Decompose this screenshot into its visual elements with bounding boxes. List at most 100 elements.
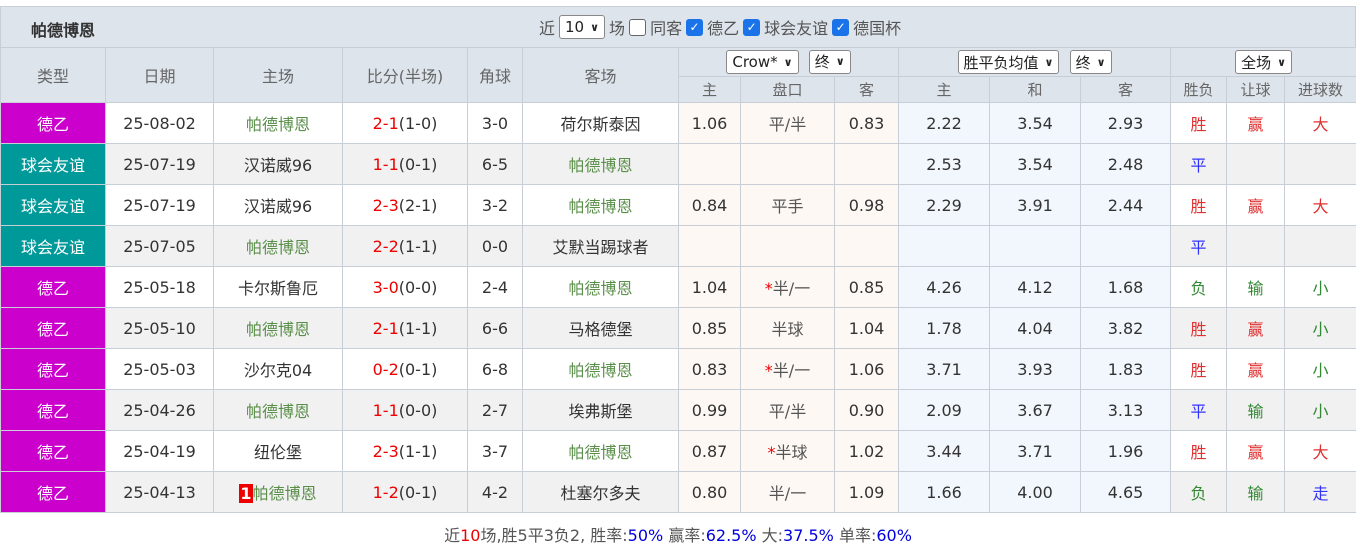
euro-away-odds: 1.68 <box>1080 266 1172 308</box>
col-corner: 角球 <box>467 47 523 103</box>
away-team[interactable]: 帕德博恩 <box>522 143 679 185</box>
league-badge[interactable]: 德乙 <box>0 471 106 513</box>
match-count-value: 10 <box>565 18 585 36</box>
league-badge[interactable]: 球会友谊 <box>0 225 106 267</box>
asian-away-odds: 1.09 <box>833 471 900 513</box>
score[interactable]: 3-0(0-0) <box>342 266 468 308</box>
handicap-result: 赢 <box>1226 430 1286 472</box>
euro-home-odds: 1.78 <box>898 307 991 349</box>
home-team[interactable]: 纽伦堡 <box>213 430 343 472</box>
home-team[interactable]: 帕德博恩 <box>213 389 343 431</box>
euro-home-odds: 1.66 <box>898 471 991 513</box>
home-team[interactable]: 卡尔斯鲁厄 <box>213 266 343 308</box>
home-team[interactable]: 汉诺威96 <box>213 143 343 185</box>
league-checkbox-friendly[interactable]: ✓ <box>743 18 761 36</box>
table-row: 球会友谊 25-07-19 汉诺威96 1-1(0-1) 6-5 帕德博恩 2.… <box>0 143 1356 185</box>
score[interactable]: 1-1(0-1) <box>342 143 468 185</box>
euro-home-odds: 2.22 <box>898 102 991 144</box>
asian-home-odds: 0.85 <box>678 307 741 349</box>
score[interactable]: 0-2(0-1) <box>342 348 468 390</box>
away-team[interactable]: 帕德博恩 <box>522 184 679 226</box>
goals-result: 大 <box>1284 430 1356 472</box>
home-team[interactable]: 帕德博恩 <box>213 225 343 267</box>
euro-away-odds <box>1080 225 1172 267</box>
league-checkbox-de2[interactable]: ✓ <box>686 18 704 36</box>
league-badge[interactable]: 球会友谊 <box>0 184 106 226</box>
handicap-line: 平/半 <box>740 389 835 431</box>
away-team[interactable]: 艾默当踢球者 <box>522 225 679 267</box>
same-away-checkbox[interactable] <box>629 18 647 36</box>
league-badge[interactable]: 德乙 <box>0 307 106 349</box>
score[interactable]: 2-3(1-1) <box>342 430 468 472</box>
handicap-line: *半/一 <box>740 348 835 390</box>
away-team[interactable]: 帕德博恩 <box>522 348 679 390</box>
score[interactable]: 1-1(0-0) <box>342 389 468 431</box>
goals-result: 小 <box>1284 266 1356 308</box>
score[interactable]: 2-1(1-0) <box>342 102 468 144</box>
scope-select[interactable]: 全场 ∨ <box>1235 50 1293 74</box>
score[interactable]: 2-1(1-1) <box>342 307 468 349</box>
asian-away-odds: 1.02 <box>833 430 900 472</box>
handicap-line: 平手 <box>740 184 835 226</box>
league-badge[interactable]: 德乙 <box>0 348 106 390</box>
table-row: 德乙 25-05-18 卡尔斯鲁厄 3-0(0-0) 2-4 帕德博恩 1.04… <box>0 266 1356 308</box>
euro-away-odds: 2.93 <box>1080 102 1172 144</box>
away-team[interactable]: 荷尔斯泰因 <box>522 102 679 144</box>
home-team[interactable]: 1帕德博恩 <box>213 471 343 513</box>
result: 胜 <box>1170 307 1228 349</box>
league-badge[interactable]: 德乙 <box>0 266 106 308</box>
match-count-select[interactable]: 10 ∨ <box>559 15 606 39</box>
subcol: 客 <box>1080 76 1172 103</box>
euro-stage-select[interactable]: 终 ∨ <box>1069 50 1112 74</box>
asian-home-odds: 0.83 <box>678 348 741 390</box>
league-badge[interactable]: 德乙 <box>0 430 106 472</box>
handicap-result: 赢 <box>1226 307 1286 349</box>
away-team[interactable]: 帕德博恩 <box>522 430 679 472</box>
away-team[interactable]: 埃弗斯堡 <box>522 389 679 431</box>
corners: 6-5 <box>467 143 523 185</box>
col-away: 客场 <box>522 47 679 103</box>
result: 胜 <box>1170 348 1228 390</box>
goals-result: 大 <box>1284 102 1356 144</box>
euro-draw-odds <box>989 225 1082 267</box>
home-team[interactable]: 沙尔克04 <box>213 348 343 390</box>
team-title: 帕德博恩 <box>31 21 96 40</box>
corners: 4-2 <box>467 471 523 513</box>
score[interactable]: 1-2(0-1) <box>342 471 468 513</box>
score[interactable]: 2-3(2-1) <box>342 184 468 226</box>
score[interactable]: 2-2(1-1) <box>342 225 468 267</box>
euro-home-odds: 2.29 <box>898 184 991 226</box>
euro-away-odds: 2.44 <box>1080 184 1172 226</box>
euro-away-odds: 4.65 <box>1080 471 1172 513</box>
goals-result: 小 <box>1284 389 1356 431</box>
league-badge[interactable]: 球会友谊 <box>0 143 106 185</box>
home-team[interactable]: 帕德博恩 <box>213 102 343 144</box>
corners: 6-8 <box>467 348 523 390</box>
euro-type-select[interactable]: 胜平负均值 ∨ <box>957 50 1060 74</box>
handicap-line <box>740 225 835 267</box>
filters: 近 10 ∨ 场 同客 ✓ 德乙 ✓ 球会友谊 ✓ 德国杯 <box>539 15 901 39</box>
checkbox-label: 球会友谊 <box>764 19 829 38</box>
euro-away-odds: 3.13 <box>1080 389 1172 431</box>
away-team[interactable]: 马格德堡 <box>522 307 679 349</box>
handicap-result: 赢 <box>1226 102 1286 144</box>
league-badge[interactable]: 德乙 <box>0 389 106 431</box>
away-team[interactable]: 帕德博恩 <box>522 266 679 308</box>
asian-stage-select[interactable]: 终 ∨ <box>808 49 851 74</box>
col-home: 主场 <box>213 47 343 103</box>
table-row: 球会友谊 25-07-19 汉诺威96 2-3(2-1) 3-2 帕德博恩 0.… <box>0 184 1356 226</box>
match-date: 25-07-19 <box>105 184 214 226</box>
league-badge[interactable]: 德乙 <box>0 102 106 144</box>
panel-header: 帕德博恩 近 10 ∨ 场 同客 ✓ 德乙 ✓ 球会友谊 ✓ 德国杯 <box>1 7 1355 48</box>
handicap-line: 半球 <box>740 307 835 349</box>
asian-away-odds: 0.83 <box>833 102 900 144</box>
asian-home-odds: 0.84 <box>678 184 741 226</box>
league-checkbox-cup[interactable]: ✓ <box>832 18 850 36</box>
asian-home-odds <box>678 225 741 267</box>
company-select[interactable]: Crow* ∨ <box>726 50 799 75</box>
home-team[interactable]: 汉诺威96 <box>213 184 343 226</box>
away-team[interactable]: 杜塞尔多夫 <box>522 471 679 513</box>
chevron-down-icon: ∨ <box>1277 55 1287 69</box>
home-team[interactable]: 帕德博恩 <box>213 307 343 349</box>
table-row: 德乙 25-08-02 帕德博恩 2-1(1-0) 3-0 荷尔斯泰因 1.06… <box>0 102 1356 144</box>
